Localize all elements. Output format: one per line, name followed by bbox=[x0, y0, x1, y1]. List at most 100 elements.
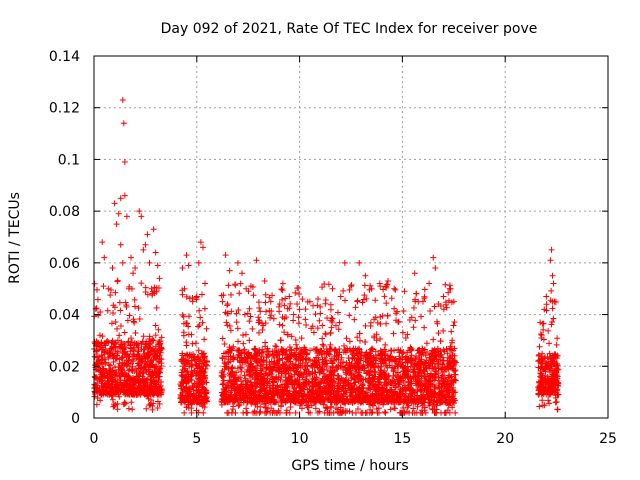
data-point bbox=[439, 372, 446, 379]
data-point bbox=[185, 404, 192, 411]
data-point bbox=[282, 351, 289, 358]
data-point bbox=[293, 355, 300, 362]
data-point bbox=[233, 319, 240, 326]
data-point bbox=[408, 386, 415, 393]
data-point bbox=[443, 366, 450, 373]
data-point bbox=[262, 343, 269, 350]
data-point bbox=[388, 348, 395, 355]
data-point bbox=[379, 369, 386, 376]
data-point bbox=[359, 299, 366, 306]
data-point bbox=[301, 390, 308, 397]
data-point bbox=[356, 330, 363, 337]
data-point bbox=[106, 353, 113, 360]
data-point bbox=[551, 298, 558, 305]
data-point bbox=[426, 402, 433, 409]
data-point bbox=[256, 317, 263, 324]
data-point bbox=[325, 350, 332, 357]
data-point bbox=[547, 383, 554, 390]
data-point bbox=[106, 348, 113, 355]
data-point bbox=[249, 374, 256, 381]
data-point bbox=[116, 379, 123, 386]
data-point bbox=[449, 404, 456, 411]
data-point bbox=[402, 335, 409, 342]
data-point bbox=[130, 347, 137, 354]
data-point bbox=[371, 333, 378, 340]
data-point bbox=[395, 318, 402, 325]
data-point bbox=[292, 336, 299, 343]
data-point bbox=[101, 340, 108, 347]
data-point bbox=[271, 354, 278, 361]
data-point bbox=[326, 351, 333, 358]
data-point bbox=[267, 298, 274, 305]
data-point bbox=[328, 369, 335, 376]
data-point bbox=[380, 286, 387, 293]
data-point bbox=[554, 382, 561, 389]
data-point bbox=[150, 379, 157, 386]
data-point bbox=[148, 397, 155, 404]
data-point bbox=[177, 385, 184, 392]
data-point bbox=[405, 402, 412, 409]
x-axis-title: GPS time / hours bbox=[291, 458, 408, 474]
data-point bbox=[105, 385, 112, 392]
data-point bbox=[128, 335, 135, 342]
data-point bbox=[266, 307, 273, 314]
data-point bbox=[391, 347, 398, 354]
data-point bbox=[372, 297, 379, 304]
data-point bbox=[154, 386, 161, 393]
data-point bbox=[341, 342, 348, 349]
data-point bbox=[302, 316, 309, 323]
data-point bbox=[152, 332, 159, 339]
data-point bbox=[436, 390, 443, 397]
data-point bbox=[248, 382, 255, 389]
data-point bbox=[244, 395, 251, 402]
data-point bbox=[256, 396, 263, 403]
data-point bbox=[437, 303, 444, 310]
data-point bbox=[376, 280, 383, 287]
data-point bbox=[312, 311, 319, 318]
data-point bbox=[179, 311, 186, 318]
data-point bbox=[373, 356, 380, 363]
data-point bbox=[548, 246, 555, 253]
data-point bbox=[366, 371, 373, 378]
data-point bbox=[149, 406, 156, 413]
data-point bbox=[324, 315, 331, 322]
data-point bbox=[255, 372, 262, 379]
data-point bbox=[96, 332, 103, 339]
data-point bbox=[554, 335, 561, 342]
data-point bbox=[553, 341, 560, 348]
data-point bbox=[390, 391, 397, 398]
data-point bbox=[238, 381, 245, 388]
data-point bbox=[111, 340, 118, 347]
data-point bbox=[181, 365, 188, 372]
data-point bbox=[422, 352, 429, 359]
data-point bbox=[334, 309, 341, 316]
data-point bbox=[119, 259, 126, 266]
data-point bbox=[269, 292, 276, 299]
data-point bbox=[257, 308, 264, 315]
data-point bbox=[140, 346, 147, 353]
data-point bbox=[117, 322, 124, 329]
data-point bbox=[536, 403, 543, 410]
data-point bbox=[547, 257, 554, 264]
data-point bbox=[432, 349, 439, 356]
data-point bbox=[274, 360, 281, 367]
data-point bbox=[131, 340, 138, 347]
data-point bbox=[149, 336, 156, 343]
data-point bbox=[319, 322, 326, 329]
data-point bbox=[318, 367, 325, 374]
data-point bbox=[267, 366, 274, 373]
data-point bbox=[126, 312, 133, 319]
data-point bbox=[187, 372, 194, 379]
data-point bbox=[95, 364, 102, 371]
data-point bbox=[410, 324, 417, 331]
data-point bbox=[349, 409, 356, 416]
data-point bbox=[144, 231, 151, 238]
data-point bbox=[388, 386, 395, 393]
data-point bbox=[539, 397, 546, 404]
data-point bbox=[221, 366, 228, 373]
data-point bbox=[93, 286, 100, 293]
data-point bbox=[270, 376, 277, 383]
data-point bbox=[377, 335, 384, 342]
data-point bbox=[327, 404, 334, 411]
